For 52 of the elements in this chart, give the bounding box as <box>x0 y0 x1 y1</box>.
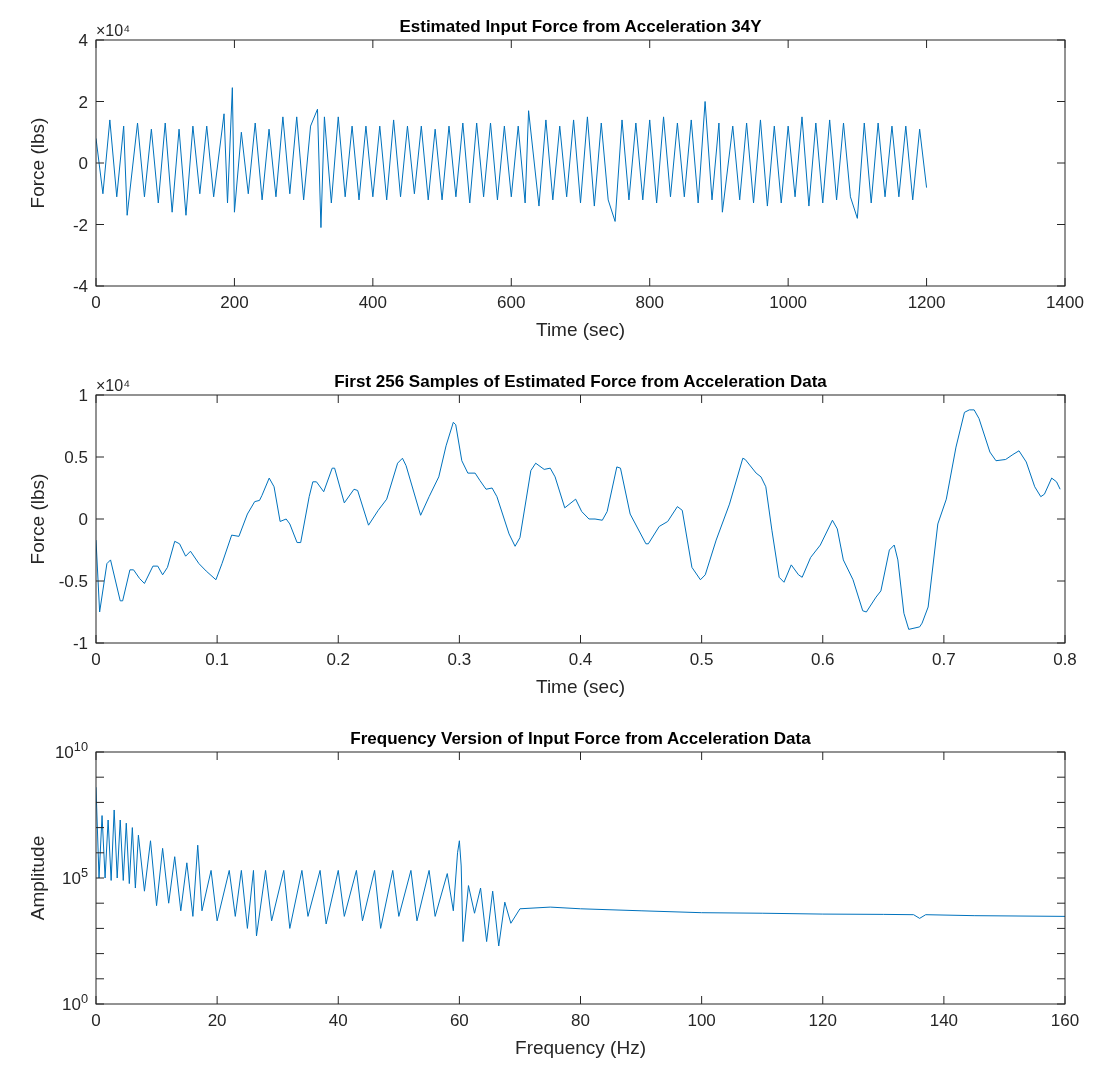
x-tick-label: 0 <box>91 293 101 312</box>
y-axis-title: Amplitude <box>27 835 48 921</box>
x-tick-label: 0.7 <box>932 650 956 669</box>
chart-title: First 256 Samples of Estimated Force from Acceleration Data <box>334 372 828 391</box>
x-axis-title: Time (sec) <box>535 676 626 697</box>
line-series <box>96 87 928 229</box>
y-tick-label: 10$^{5}$ <box>61 864 88 888</box>
text: ×10⁴ <box>96 377 131 394</box>
x-tick-label: 0.3 <box>447 650 472 669</box>
y-tick-label: -4 <box>72 277 88 296</box>
x-tick-label: 800 <box>635 293 664 312</box>
y-axis-title: Force (lbs) <box>27 473 48 565</box>
x-tick-label: 1200 <box>907 293 946 312</box>
x-axis-title: Frequency (Hz) <box>515 1037 646 1058</box>
y-tick-label: -1 <box>72 634 88 653</box>
y-tick-label: 10$^{10}$ <box>54 738 88 762</box>
x-tick-label: 80 <box>571 1011 590 1030</box>
x-tick-label: 60 <box>449 1011 469 1030</box>
y-tick-label: -2 <box>72 215 88 235</box>
x-tick-label: 20 <box>207 1011 227 1030</box>
chart-title: Frequency Version of Input Force from Acceleration Data <box>350 729 812 748</box>
chart-title: Estimated Input Force from Acceleration 34Y <box>399 17 763 36</box>
x-tick-label: 0.2 <box>326 650 351 669</box>
x-tick-label: 140 <box>929 1011 959 1030</box>
x-tick-label: 40 <box>328 1011 348 1030</box>
x-tick-label: 100 <box>687 1011 716 1030</box>
y-tick-label: -0.5 <box>58 572 88 591</box>
y-tick-label: 1 <box>78 386 88 405</box>
x-axis-title: Time (sec) <box>535 319 626 340</box>
x-tick-label: 0.4 <box>568 650 593 669</box>
x-tick-label: 0.6 <box>810 650 835 669</box>
y-tick-label: 0 <box>78 510 88 529</box>
x-tick-label: 0.8 <box>1053 650 1077 669</box>
x-tick-label: 120 <box>808 1011 837 1030</box>
y-axis-title: Force (lbs) <box>27 117 48 209</box>
y-tick-label: 10$^{0}$ <box>61 990 88 1014</box>
x-tick-label: 160 <box>1050 1011 1080 1030</box>
x-tick-label: 600 <box>497 293 526 312</box>
y-tick-label: 2 <box>78 92 88 112</box>
x-tick-label: 400 <box>358 293 388 312</box>
x-tick-label: 0.5 <box>689 650 714 669</box>
x-tick-label: 1400 <box>1046 293 1084 312</box>
x-tick-label: 0 <box>91 650 101 669</box>
text: ×10⁴ <box>96 22 131 39</box>
x-tick-label: 0 <box>91 1011 101 1030</box>
y-tick-label: 4 <box>78 31 88 50</box>
y-tick-label: 0.5 <box>64 448 88 467</box>
x-tick-label: 200 <box>220 293 249 312</box>
x-tick-label: 1000 <box>769 293 808 312</box>
line-series <box>96 409 1061 630</box>
x-tick-label: 0.1 <box>205 650 229 669</box>
y-tick-label: 0 <box>78 154 88 173</box>
